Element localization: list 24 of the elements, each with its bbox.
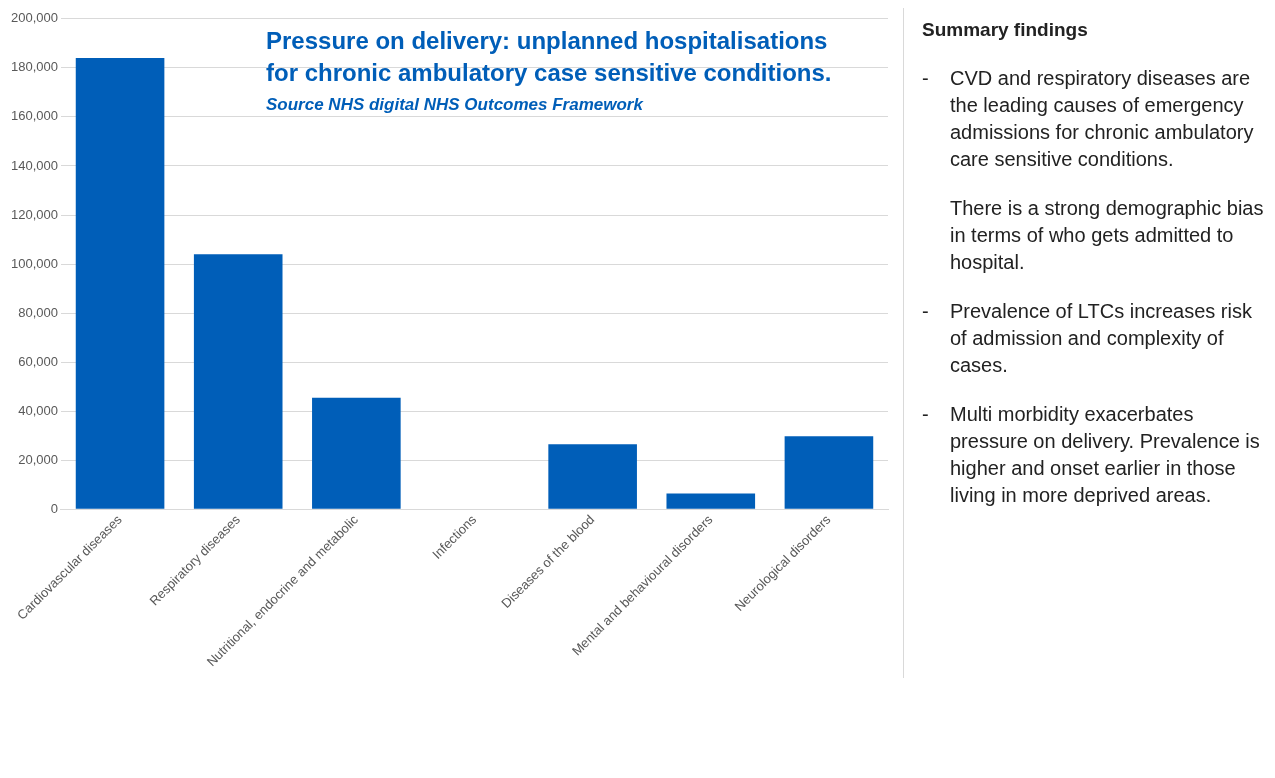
text: - CVD and respiratory diseases are the leading causes of emergency admissions for chronic ambulatory care sensitive conditions. [922, 66, 1255, 172]
y-tick-label: 80,000 [18, 304, 58, 320]
bar [548, 444, 637, 509]
y-tick-label: 120,000 [10, 206, 58, 222]
text: There is a strong demographic bias in terms of who gets admitted to hospital. [950, 196, 1265, 275]
y-tick-label: 60,000 [18, 353, 58, 369]
y-tick-label: 160,000 [10, 108, 58, 124]
y-tick-label: 140,000 [10, 157, 58, 173]
y-tick-label: 0 [50, 500, 58, 516]
annotation: Source NHS digital NHS Outcomes Framework [266, 95, 643, 114]
bar [784, 436, 874, 509]
bar [312, 397, 401, 509]
bar [75, 58, 165, 509]
y-tick-label: 200,000 [10, 10, 58, 26]
y-tick-label: 20,000 [18, 451, 58, 467]
text: - Multi morbidity exacerbates pressure on delivery. Prevalence is higher and onset earlier in those living in more deprived areas. [922, 402, 1261, 508]
bar [193, 254, 283, 509]
y-tick-label: 40,000 [18, 402, 58, 418]
text: - Prevalence of LTCs increases risk of admission and complexity of cases. [922, 299, 1253, 378]
y-tick-label: 180,000 [10, 59, 58, 75]
y-tick-label: 100,000 [10, 255, 58, 271]
text: Pressure on delivery: unplanned hospitalisations for chronic ambulatory case sensitive conditions. [266, 27, 832, 86]
text: Summary findings [922, 18, 1089, 42]
bar [666, 493, 756, 509]
